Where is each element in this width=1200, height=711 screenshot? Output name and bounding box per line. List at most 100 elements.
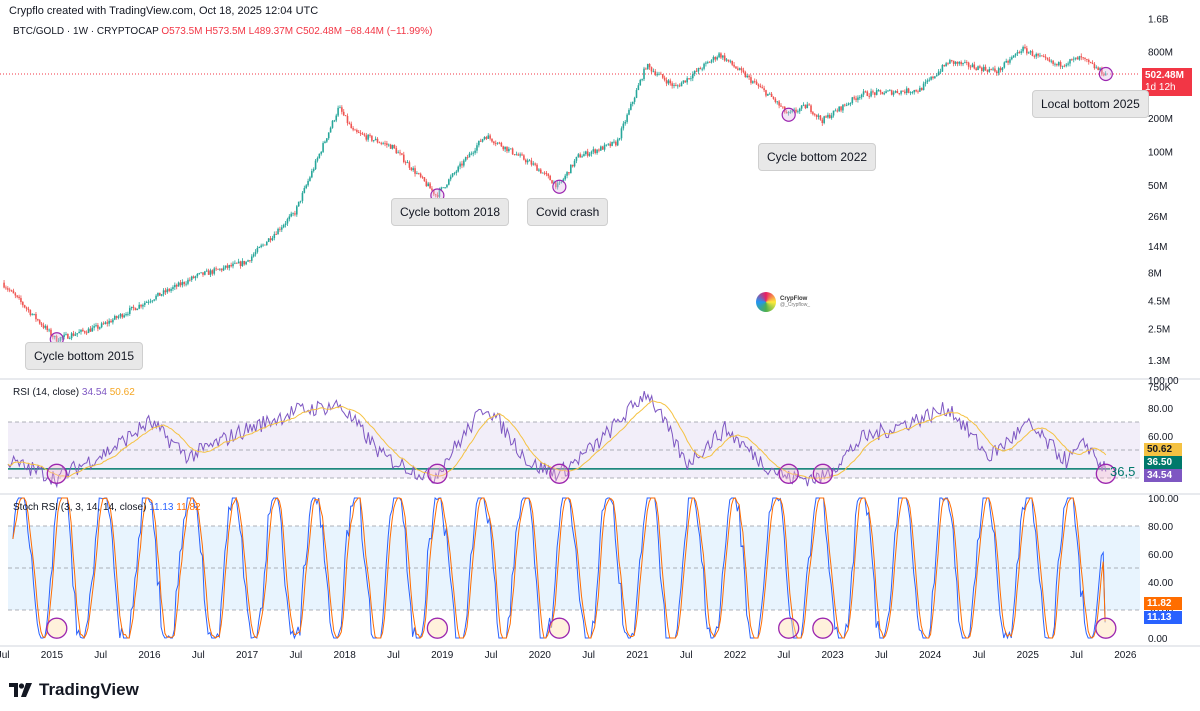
candle-body — [1089, 61, 1092, 63]
candle-body — [1104, 73, 1107, 76]
candle-body — [160, 294, 163, 296]
candle-body — [943, 65, 946, 67]
candle-body — [611, 141, 613, 146]
price-axis-tick: 4.5M — [1148, 296, 1170, 307]
candle-body — [996, 71, 998, 74]
candle-body — [1102, 74, 1105, 76]
candle-body — [164, 290, 167, 293]
candle-body — [219, 268, 221, 270]
candle-body — [945, 63, 947, 67]
candle-body — [10, 290, 13, 292]
candle-body — [485, 137, 488, 139]
candle-body — [249, 260, 251, 262]
annotation-covid-crash[interactable]: Covid crash — [527, 198, 609, 226]
candle-body — [969, 66, 972, 68]
candle-body — [939, 71, 942, 73]
candle-body — [928, 79, 931, 81]
chart-title: Crypflo created with TradingView.com, Oc… — [9, 5, 319, 17]
candle-body — [652, 71, 655, 73]
candle-body — [3, 282, 5, 288]
candle-body — [571, 164, 574, 167]
candle-body — [648, 63, 651, 68]
candle-body — [509, 148, 512, 150]
candle-body — [1076, 57, 1079, 60]
candle-body — [448, 179, 450, 185]
candle-body — [479, 140, 482, 142]
candle-body — [235, 262, 238, 264]
candle-body — [142, 304, 144, 307]
candle-body — [1082, 57, 1084, 59]
candle-body — [406, 162, 409, 164]
candle-body — [102, 323, 105, 325]
candle-body — [147, 301, 150, 303]
price-bottom-marker — [781, 107, 796, 122]
candle-body — [990, 69, 992, 70]
annotation-cycle-bottom-2015[interactable]: Cycle bottom 2015 — [25, 342, 144, 370]
price-tag-value: 502.48M — [1145, 70, 1184, 81]
candle-body — [281, 227, 283, 230]
stoch-legend[interactable]: Stoch RSI (3, 3, 14, 14, close) 11.13 11… — [13, 502, 201, 513]
candle-body — [870, 91, 872, 97]
candle-body — [705, 62, 707, 64]
candle-body — [859, 97, 861, 99]
candle-body — [22, 302, 24, 306]
candle-body — [722, 55, 724, 58]
time-axis-tick: Jul — [777, 650, 790, 661]
candle-body — [399, 152, 401, 154]
candle-body — [250, 256, 253, 261]
candle-body — [661, 74, 664, 78]
candle-body — [960, 61, 962, 65]
candle-body — [202, 272, 204, 275]
candle-body — [973, 64, 976, 69]
stoch-axis-tick: 0.00 — [1148, 634, 1168, 645]
candle-body — [932, 76, 934, 79]
candle-body — [121, 314, 124, 318]
candle-body — [755, 81, 758, 85]
candle-body — [977, 66, 979, 71]
rsi-hline-tag: 36.50 — [1144, 456, 1182, 469]
candle-body — [667, 80, 670, 84]
candle-body — [149, 301, 152, 303]
price-axis-tick: 200M — [1148, 114, 1173, 125]
annotation-cycle-bottom-2022[interactable]: Cycle bottom 2022 — [758, 143, 877, 171]
chart-canvas[interactable]: 1.6B800M400M200M100M50M26M14M8M4.5M2.5M1… — [0, 0, 1200, 670]
rsi-legend[interactable]: RSI (14, close) 34.54 50.62 — [13, 387, 135, 398]
candle-body — [204, 271, 206, 275]
price-axis-tick: 8M — [1148, 269, 1162, 280]
candle-body — [875, 90, 878, 95]
stoch-bottom-marker — [46, 617, 68, 639]
candle-body — [1087, 59, 1090, 62]
candle-body — [91, 327, 94, 332]
candle-body — [862, 91, 865, 95]
time-axis-tick: 2015 — [41, 650, 64, 661]
time-axis-tick: 2020 — [529, 650, 552, 661]
candle-body — [658, 73, 660, 75]
candle-body — [72, 333, 75, 336]
candle-body — [38, 320, 41, 324]
candle-body — [832, 110, 835, 116]
candle-body — [104, 322, 107, 324]
rsi-ma-line — [7, 400, 1107, 480]
annotation-cycle-bottom-2018[interactable]: Cycle bottom 2018 — [391, 198, 510, 226]
price-axis-tick: 50M — [1148, 181, 1167, 192]
candle-body — [326, 138, 328, 142]
candle-body — [804, 104, 807, 109]
candle-body — [500, 142, 503, 147]
symbol-name[interactable]: BTC/GOLD · 1W · CRYPTOCAP — [13, 26, 159, 37]
candle-body — [429, 183, 431, 189]
candle-body — [774, 98, 777, 102]
candle-body — [872, 91, 874, 93]
candle-body — [744, 72, 747, 78]
candle-body — [639, 79, 642, 86]
candle-body — [590, 151, 593, 154]
candle-body — [455, 171, 458, 174]
annotation-local-bottom-2025[interactable]: Local bottom 2025 — [1032, 90, 1149, 118]
tradingview-logo[interactable]: TradingView — [9, 679, 139, 701]
candle-body — [53, 335, 56, 338]
candle-body — [472, 152, 475, 154]
candle-body — [547, 174, 550, 176]
candle-body — [1072, 58, 1075, 60]
candle-body — [616, 139, 619, 146]
candle-body — [258, 246, 261, 248]
candle-body — [35, 313, 37, 320]
